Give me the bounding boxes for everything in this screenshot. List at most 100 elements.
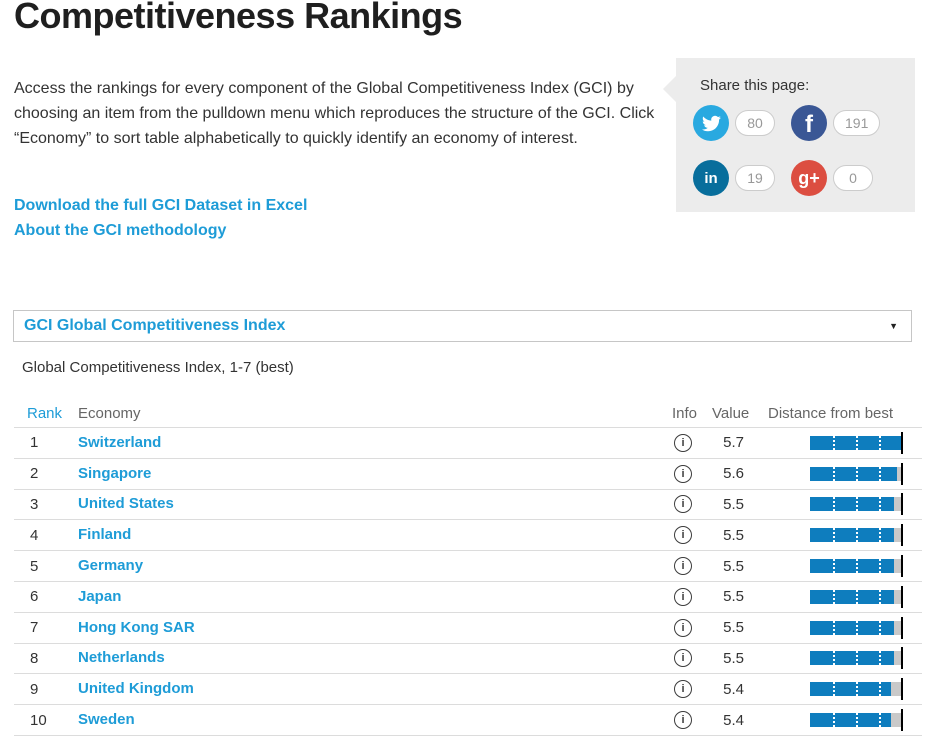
rank-cell: 3 xyxy=(30,495,39,513)
table-body: 1 Switzerland i 5.7 2 Singapore i 5.6 xyxy=(14,428,922,736)
bar-separator-icon xyxy=(879,435,881,450)
bar-separator-icon xyxy=(833,620,835,635)
best-marker-line xyxy=(901,585,903,608)
rank-cell: 6 xyxy=(30,588,39,606)
value-cell: 5.5 xyxy=(723,557,744,575)
bar-fill xyxy=(810,651,894,666)
share-twitter: 80 xyxy=(693,105,775,141)
economy-link[interactable]: United States xyxy=(78,495,174,513)
info-icon[interactable]: i xyxy=(674,618,692,637)
rank-cell: 4 xyxy=(30,526,39,544)
distance-bar xyxy=(810,585,903,608)
share-box: Share this page: 80 f 191 in 19 g+ xyxy=(663,58,915,212)
economy-link[interactable]: Germany xyxy=(78,557,144,575)
info-icon[interactable]: i xyxy=(674,557,692,576)
value-cell: 5.4 xyxy=(723,680,744,698)
googleplus-icon[interactable]: g+ xyxy=(791,160,827,196)
info-icon[interactable]: i xyxy=(674,680,692,699)
bar-separator-icon xyxy=(879,497,881,512)
table-row: 9 United Kingdom i 5.4 xyxy=(14,674,922,706)
best-marker-line xyxy=(901,555,903,578)
bar-separator-icon xyxy=(856,589,858,604)
economy-link[interactable]: Singapore xyxy=(78,464,152,482)
value-cell: 5.5 xyxy=(723,495,744,513)
chevron-down-icon: ▼ xyxy=(889,321,898,331)
table-row: 6 Japan i 5.5 xyxy=(14,582,922,613)
bar-separator-icon xyxy=(833,559,835,574)
page-links: Download the full GCI Dataset in Excel A… xyxy=(14,193,307,243)
distance-bar xyxy=(810,678,903,701)
info-icon[interactable]: i xyxy=(674,495,692,514)
bar-separator-icon xyxy=(879,620,881,635)
bar-separator-icon xyxy=(833,589,835,604)
table-header-row: Rank Economy Info Value Distance from be… xyxy=(14,399,922,428)
bar-separator-icon xyxy=(856,713,858,728)
header-rank[interactable]: Rank xyxy=(27,404,63,422)
economy-link[interactable]: Switzerland xyxy=(78,433,162,451)
linkedin-share-count: 19 xyxy=(735,165,775,191)
info-icon[interactable]: i xyxy=(674,433,692,452)
distance-bar xyxy=(810,524,903,547)
bar-fill xyxy=(810,497,894,512)
bar-separator-icon xyxy=(879,682,881,697)
gci-index-select-value: GCI Global Competitiveness Index xyxy=(24,317,286,334)
economy-link[interactable]: Hong Kong SAR xyxy=(78,618,195,636)
table-row: 3 United States i 5.5 xyxy=(14,490,922,521)
best-marker-line xyxy=(901,493,903,516)
bar-separator-icon xyxy=(879,589,881,604)
table-row: 2 Singapore i 5.6 xyxy=(14,459,922,490)
about-gci-methodology-link[interactable]: About the GCI methodology xyxy=(14,222,227,239)
rank-cell: 1 xyxy=(30,434,39,452)
bar-separator-icon xyxy=(856,435,858,450)
bar-fill xyxy=(810,466,898,481)
info-icon[interactable]: i xyxy=(674,649,692,668)
twitter-icon[interactable] xyxy=(693,105,729,141)
bar-separator-icon xyxy=(833,528,835,543)
bar-separator-icon xyxy=(856,497,858,512)
bar-fill xyxy=(810,528,894,543)
value-cell: 5.7 xyxy=(723,434,744,452)
distance-bar xyxy=(810,462,903,485)
gci-index-select[interactable]: GCI Global Competitiveness Index ▼ xyxy=(13,310,912,342)
economy-link[interactable]: Finland xyxy=(78,526,132,544)
bar-separator-icon xyxy=(879,713,881,728)
info-icon[interactable]: i xyxy=(674,711,692,730)
rank-cell: 7 xyxy=(30,619,39,637)
economy-link[interactable]: Sweden xyxy=(78,711,135,729)
header-economy[interactable]: Economy xyxy=(78,404,141,422)
best-marker-line xyxy=(901,678,903,701)
share-linkedin: in 19 xyxy=(693,160,775,196)
table-row: 1 Switzerland i 5.7 xyxy=(14,428,922,459)
bar-separator-icon xyxy=(879,528,881,543)
googleplus-share-count: 0 xyxy=(833,165,873,191)
header-value: Value xyxy=(712,404,750,422)
share-googleplus: g+ 0 xyxy=(791,160,873,196)
best-marker-line xyxy=(901,462,903,485)
linkedin-icon[interactable]: in xyxy=(693,160,729,196)
rankings-table: Rank Economy Info Value Distance from be… xyxy=(14,399,922,736)
facebook-icon[interactable]: f xyxy=(791,105,827,141)
bar-separator-icon xyxy=(833,682,835,697)
best-marker-line xyxy=(901,647,903,670)
info-icon[interactable]: i xyxy=(674,587,692,606)
bar-separator-icon xyxy=(856,559,858,574)
facebook-share-count: 191 xyxy=(833,110,881,136)
value-cell: 5.5 xyxy=(723,619,744,637)
distance-bar xyxy=(810,616,903,639)
bar-separator-icon xyxy=(856,620,858,635)
best-marker-line xyxy=(901,709,903,732)
info-icon[interactable]: i xyxy=(674,526,692,545)
bar-separator-icon xyxy=(879,466,881,481)
bar-fill xyxy=(810,682,891,697)
bar-fill xyxy=(810,713,891,728)
economy-link[interactable]: Netherlands xyxy=(78,649,165,667)
intro-text: Access the rankings for every component … xyxy=(14,80,655,147)
economy-link[interactable]: United Kingdom xyxy=(78,680,194,698)
economy-link[interactable]: Japan xyxy=(78,587,122,605)
download-gci-dataset-link[interactable]: Download the full GCI Dataset in Excel xyxy=(14,197,308,214)
table-row: 4 Finland i 5.5 xyxy=(14,520,922,552)
best-marker-line xyxy=(901,524,903,547)
share-box-notch xyxy=(663,76,676,102)
value-cell: 5.6 xyxy=(723,465,744,483)
info-icon[interactable]: i xyxy=(674,464,692,483)
